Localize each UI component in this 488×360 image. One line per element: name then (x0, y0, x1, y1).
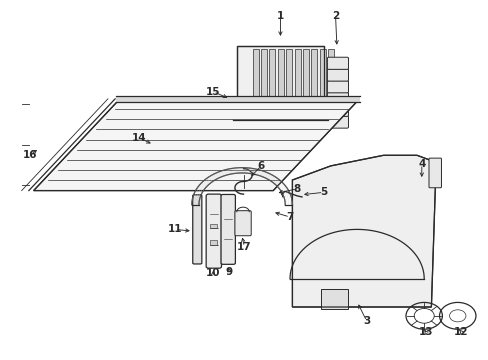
Bar (319, 49, 325, 113)
Text: 13: 13 (418, 327, 432, 337)
Text: 1: 1 (276, 11, 284, 21)
Polygon shape (292, 155, 435, 307)
Bar (327, 49, 333, 113)
Text: 11: 11 (167, 224, 182, 234)
Bar (303, 49, 308, 113)
Bar (294, 49, 300, 113)
FancyBboxPatch shape (206, 194, 221, 268)
Text: 16: 16 (22, 150, 37, 160)
FancyBboxPatch shape (327, 116, 348, 128)
Text: 17: 17 (237, 242, 251, 252)
Text: 14: 14 (131, 133, 146, 143)
Bar (252, 49, 258, 113)
Text: 15: 15 (205, 87, 220, 97)
FancyBboxPatch shape (327, 104, 348, 116)
Text: 8: 8 (293, 184, 300, 194)
Bar (269, 49, 275, 113)
Bar (237, 46, 323, 117)
FancyBboxPatch shape (221, 194, 235, 264)
Bar (210, 240, 217, 244)
Text: 5: 5 (319, 187, 326, 197)
Polygon shape (34, 99, 359, 190)
Bar (237, 46, 323, 117)
FancyBboxPatch shape (327, 81, 348, 93)
FancyBboxPatch shape (192, 195, 202, 264)
FancyBboxPatch shape (327, 69, 348, 81)
Bar (277, 49, 283, 113)
Text: 4: 4 (417, 159, 425, 169)
Text: 7: 7 (286, 212, 293, 222)
Bar (321, 289, 347, 309)
Text: 6: 6 (257, 161, 264, 171)
Text: 2: 2 (331, 11, 339, 21)
FancyBboxPatch shape (327, 57, 348, 69)
FancyBboxPatch shape (428, 158, 441, 188)
Bar (261, 49, 266, 113)
Text: 3: 3 (362, 316, 369, 326)
Bar (285, 49, 292, 113)
Text: 9: 9 (225, 267, 232, 277)
Text: 12: 12 (453, 327, 468, 337)
FancyBboxPatch shape (234, 211, 251, 236)
FancyBboxPatch shape (327, 93, 348, 105)
Text: 10: 10 (205, 269, 220, 279)
Bar (311, 49, 317, 113)
Bar (210, 224, 217, 228)
